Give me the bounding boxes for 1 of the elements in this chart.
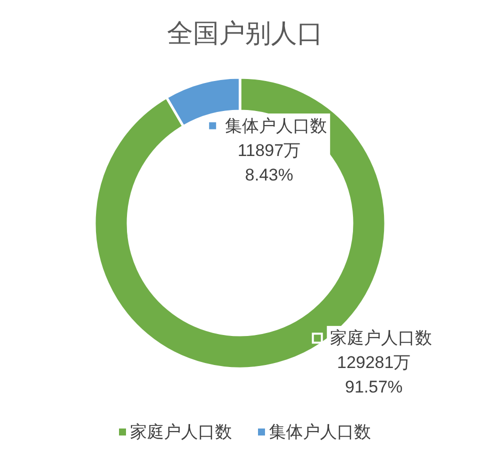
title: 全国户别人口 <box>167 18 323 48</box>
